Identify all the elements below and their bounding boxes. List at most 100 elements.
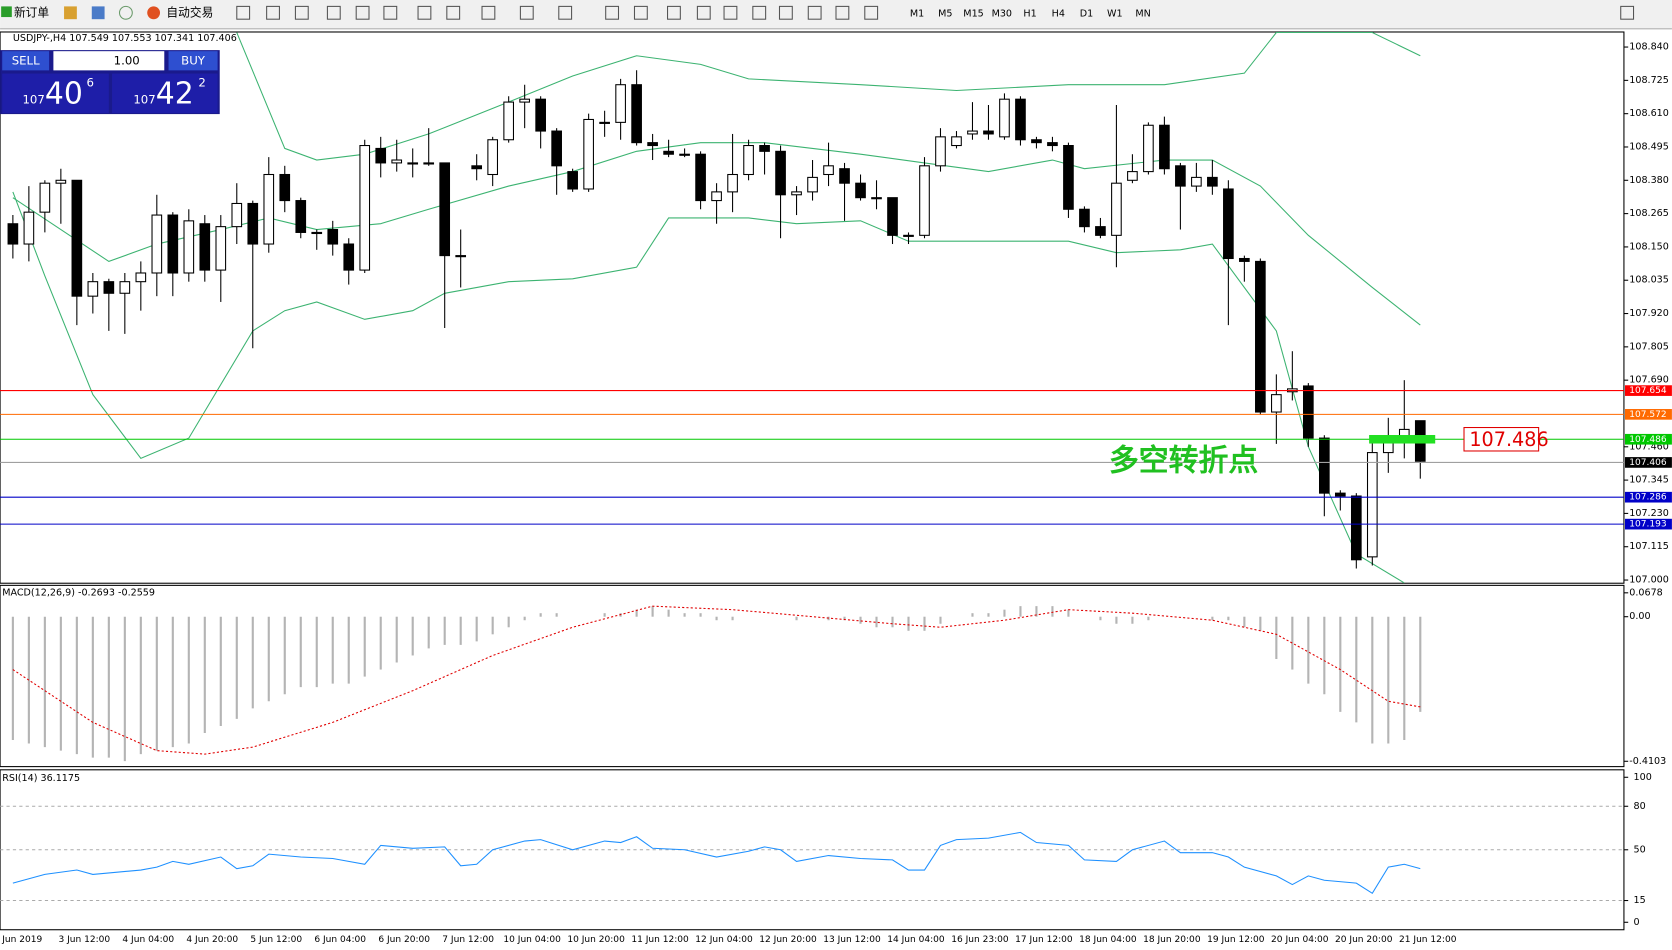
candle-body xyxy=(887,197,898,236)
y-tick-label: 107.000 xyxy=(1629,575,1669,586)
x-tick-label: 18 Jun 20:00 xyxy=(1143,935,1201,945)
macd-title: MACD(12,26,9) -0.2693 -0.2559 xyxy=(2,587,155,598)
timeframe-button[interactable]: D1 xyxy=(1080,8,1093,19)
bid-sup: 6 xyxy=(86,76,93,90)
price-level-label: 107.654 xyxy=(1629,386,1667,396)
tool-icon[interactable] xyxy=(118,5,133,20)
candle-body xyxy=(423,162,435,165)
buy-label[interactable]: BUY xyxy=(181,53,206,67)
sell-label[interactable]: SELL xyxy=(12,53,40,67)
candle-body xyxy=(695,153,706,202)
candle-body xyxy=(1350,495,1362,561)
tool-icon[interactable] xyxy=(355,5,370,20)
timeframe-button[interactable]: H1 xyxy=(1023,8,1036,19)
tool-icon[interactable] xyxy=(64,6,77,20)
lots-input[interactable] xyxy=(53,51,165,71)
buy-button[interactable] xyxy=(168,51,218,71)
y-tick-label: 50 xyxy=(1634,844,1646,855)
bollinger-band xyxy=(12,191,1405,584)
tool-icon[interactable] xyxy=(667,5,681,20)
x-tick-label: 20 Jun 20:00 xyxy=(1335,935,1393,945)
tool-icon[interactable] xyxy=(633,5,648,20)
tool-icon[interactable] xyxy=(91,6,105,20)
y-tick-label: 107.920 xyxy=(1629,308,1669,319)
tool-icon[interactable] xyxy=(807,5,822,20)
tool-icon[interactable] xyxy=(696,5,711,20)
timeframe-button[interactable]: M1 xyxy=(910,8,924,19)
candle-body xyxy=(439,162,451,257)
candle-body xyxy=(775,150,786,196)
tool-icon[interactable] xyxy=(481,5,496,20)
new-order-button[interactable]: 新订单 xyxy=(14,5,49,19)
candle-body xyxy=(599,121,610,124)
candle-body xyxy=(151,214,163,274)
ask-big: 107 xyxy=(133,93,155,107)
sell-button[interactable] xyxy=(2,51,50,71)
candle-body xyxy=(327,229,339,245)
candle-body xyxy=(631,84,642,144)
tool-icon[interactable] xyxy=(723,5,738,20)
x-tick-label: 3 Jun 12:00 xyxy=(58,935,110,945)
auto-trade-button[interactable]: 自动交易 xyxy=(166,5,213,19)
tool-icon[interactable] xyxy=(605,5,620,20)
y-tick-label: 0.00 xyxy=(1629,611,1650,622)
x-tick-label: 13 Jun 12:00 xyxy=(823,935,881,945)
bollinger-band xyxy=(236,31,1421,161)
timeframe-button[interactable]: M30 xyxy=(992,8,1012,19)
candle-body xyxy=(679,153,690,156)
tool-icon[interactable] xyxy=(778,5,793,20)
timeframe-button[interactable]: MN xyxy=(1135,8,1150,19)
auto-trade-icon[interactable] xyxy=(147,6,161,20)
candle-body xyxy=(759,145,770,152)
tool-icon[interactable] xyxy=(266,5,280,20)
new-order-icon[interactable] xyxy=(1,6,12,18)
candle-body xyxy=(391,159,403,164)
x-tick-label: 4 Jun 20:00 xyxy=(186,935,238,945)
tool-icon[interactable] xyxy=(864,5,879,20)
candle-body xyxy=(1223,188,1234,260)
candle-body xyxy=(1047,142,1058,147)
toolbar-tools xyxy=(236,5,1635,20)
tool-icon[interactable] xyxy=(326,5,341,20)
y-tick-label: 0 xyxy=(1634,917,1640,928)
main-panel xyxy=(0,31,1625,584)
tool-icon[interactable] xyxy=(752,5,767,20)
candle-body xyxy=(1095,226,1106,236)
y-tick-label: 15 xyxy=(1634,895,1646,906)
y-tick-label: 108.495 xyxy=(1629,141,1669,152)
candle-body xyxy=(455,255,467,258)
candle-body xyxy=(1239,257,1250,262)
price-level-tag xyxy=(1625,491,1672,503)
y-tick-label: 107.230 xyxy=(1629,508,1669,519)
tool-icon[interactable] xyxy=(835,5,850,20)
ask-box[interactable] xyxy=(112,73,218,114)
tool-icon[interactable] xyxy=(519,5,534,20)
timeframe-button[interactable]: W1 xyxy=(1107,8,1123,19)
timeframe-button[interactable]: M15 xyxy=(963,8,983,19)
y-tick-label: 80 xyxy=(1634,801,1646,812)
candle-body xyxy=(487,139,499,176)
tool-icon[interactable] xyxy=(558,5,573,20)
candle-body xyxy=(1063,145,1074,210)
candle-body xyxy=(1366,452,1378,558)
bid-box[interactable] xyxy=(2,73,109,114)
candle-body xyxy=(1318,437,1330,494)
x-tick-label: 17 Jun 12:00 xyxy=(1015,935,1073,945)
tool-icon[interactable] xyxy=(1620,5,1635,20)
candle-body xyxy=(295,200,307,233)
tool-icon[interactable] xyxy=(236,5,251,20)
price-level-label: 107.406 xyxy=(1629,458,1667,468)
tool-icon[interactable] xyxy=(446,5,461,20)
main-plot xyxy=(7,31,1426,584)
tool-icon[interactable] xyxy=(294,5,309,20)
chart-header: USDJPY-,H4 107.549 107.553 107.341 107.4… xyxy=(13,33,237,44)
timeframe-button[interactable]: H4 xyxy=(1052,8,1065,19)
tool-icon[interactable] xyxy=(383,5,398,20)
timeframe-button[interactable]: M5 xyxy=(938,8,952,19)
candle-body xyxy=(1127,171,1138,181)
candle-body xyxy=(647,142,658,147)
y-tick-label: 108.265 xyxy=(1629,208,1669,219)
tool-icon[interactable] xyxy=(417,5,432,20)
lots-value[interactable]: 1.00 xyxy=(114,53,140,67)
